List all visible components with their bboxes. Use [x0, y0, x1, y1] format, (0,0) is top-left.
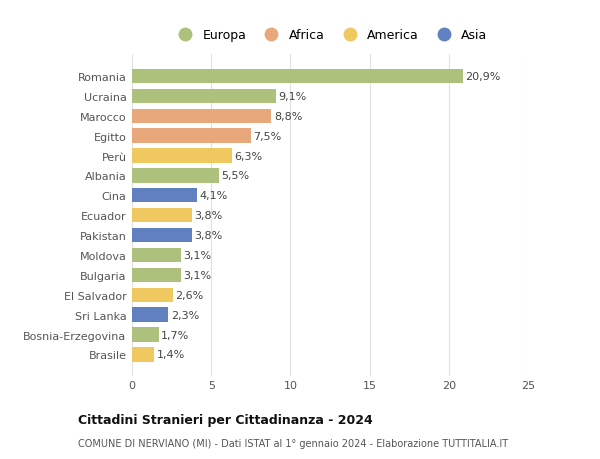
Bar: [132, 169, 219, 183]
Bar: [132, 149, 232, 163]
Bar: [132, 129, 251, 144]
Text: 3,8%: 3,8%: [194, 211, 223, 221]
Text: 2,3%: 2,3%: [171, 310, 199, 320]
Text: 7,5%: 7,5%: [253, 131, 281, 141]
Text: 3,1%: 3,1%: [184, 270, 212, 280]
Text: 4,1%: 4,1%: [199, 191, 227, 201]
Text: 3,8%: 3,8%: [194, 230, 223, 241]
Bar: [132, 70, 463, 84]
Text: 1,4%: 1,4%: [157, 350, 185, 359]
Bar: [132, 90, 276, 104]
Text: 3,1%: 3,1%: [184, 251, 212, 260]
Bar: [132, 109, 271, 123]
Bar: [132, 248, 181, 263]
Text: COMUNE DI NERVIANO (MI) - Dati ISTAT al 1° gennaio 2024 - Elaborazione TUTTITALI: COMUNE DI NERVIANO (MI) - Dati ISTAT al …: [78, 438, 508, 448]
Bar: [132, 268, 181, 282]
Text: 8,8%: 8,8%: [274, 112, 302, 122]
Text: 9,1%: 9,1%: [278, 92, 307, 101]
Text: 2,6%: 2,6%: [176, 290, 204, 300]
Legend: Europa, Africa, America, Asia: Europa, Africa, America, Asia: [172, 29, 488, 42]
Bar: [132, 328, 159, 342]
Bar: [132, 208, 192, 223]
Bar: [132, 229, 192, 243]
Text: Cittadini Stranieri per Cittadinanza - 2024: Cittadini Stranieri per Cittadinanza - 2…: [78, 413, 373, 426]
Bar: [132, 308, 169, 322]
Bar: [132, 288, 173, 302]
Bar: [132, 347, 154, 362]
Text: 20,9%: 20,9%: [466, 72, 501, 82]
Text: 1,7%: 1,7%: [161, 330, 190, 340]
Text: 6,3%: 6,3%: [234, 151, 262, 161]
Text: 5,5%: 5,5%: [221, 171, 250, 181]
Bar: [132, 189, 197, 203]
